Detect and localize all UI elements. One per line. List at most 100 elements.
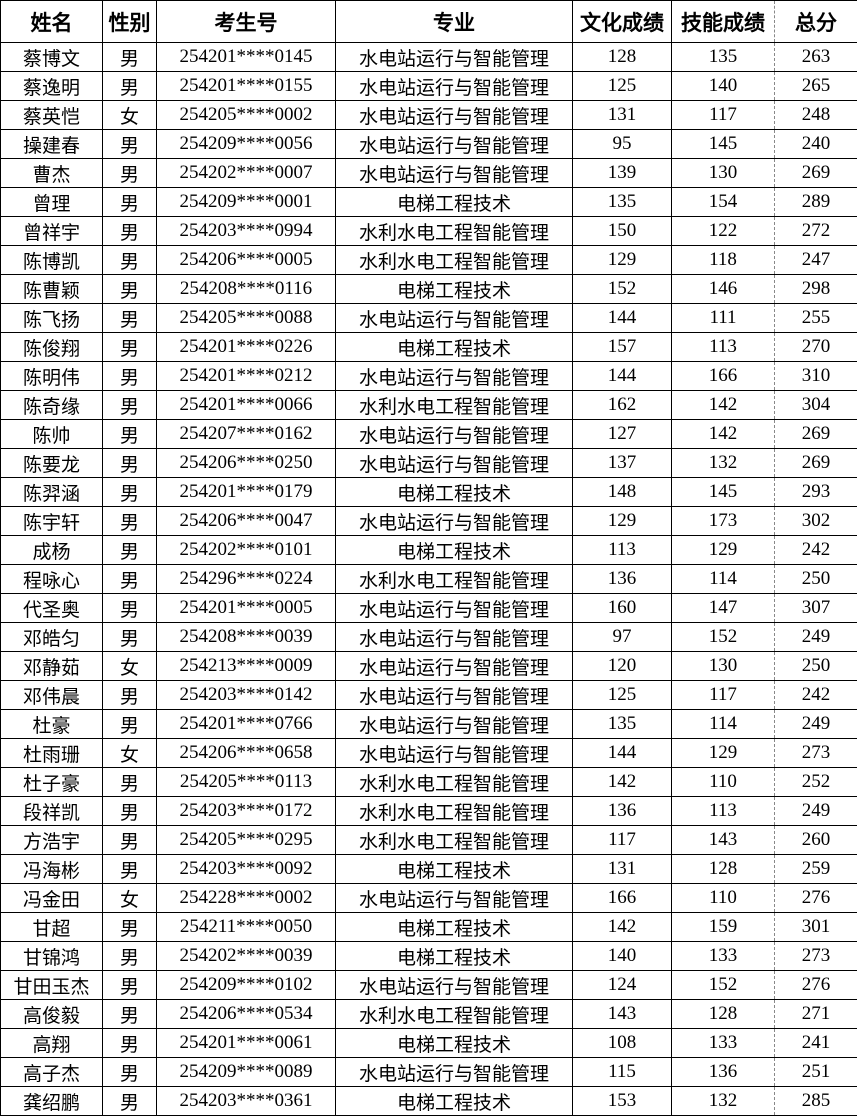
cell-major: 水电站运行与智能管理 (336, 739, 573, 768)
cell-total: 285 (775, 1087, 857, 1116)
cell-major: 电梯工程技术 (336, 275, 573, 304)
cell-major: 电梯工程技术 (336, 333, 573, 362)
cell-exam-id: 254206****0047 (157, 507, 336, 536)
cell-exam-id: 254206****0005 (157, 246, 336, 275)
cell-total: 270 (775, 333, 857, 362)
cell-gender: 男 (103, 478, 157, 507)
cell-skill-score: 110 (672, 884, 775, 913)
cell-name: 陈明伟 (1, 362, 103, 391)
header-gender: 性别 (103, 1, 157, 43)
cell-major: 水电站运行与智能管理 (336, 43, 573, 72)
cell-culture-score: 127 (573, 420, 672, 449)
cell-total: 263 (775, 43, 857, 72)
cell-name: 蔡英恺 (1, 101, 103, 130)
cell-culture-score: 150 (573, 217, 672, 246)
cell-name: 陈奇缘 (1, 391, 103, 420)
cell-gender: 男 (103, 1058, 157, 1087)
cell-culture-score: 160 (573, 594, 672, 623)
cell-culture-score: 124 (573, 971, 672, 1000)
cell-culture-score: 143 (573, 1000, 672, 1029)
cell-gender: 男 (103, 855, 157, 884)
cell-major: 水电站运行与智能管理 (336, 594, 573, 623)
cell-total: 250 (775, 565, 857, 594)
cell-major: 水电站运行与智能管理 (336, 884, 573, 913)
cell-total: 302 (775, 507, 857, 536)
cell-exam-id: 254201****0179 (157, 478, 336, 507)
cell-exam-id: 254205****0002 (157, 101, 336, 130)
cell-culture-score: 113 (573, 536, 672, 565)
cell-exam-id: 254209****0056 (157, 130, 336, 159)
cell-major: 电梯工程技术 (336, 478, 573, 507)
cell-major: 电梯工程技术 (336, 855, 573, 884)
cell-culture-score: 142 (573, 913, 672, 942)
cell-skill-score: 146 (672, 275, 775, 304)
cell-name: 冯金田 (1, 884, 103, 913)
cell-total: 273 (775, 739, 857, 768)
cell-total: 242 (775, 681, 857, 710)
cell-skill-score: 130 (672, 652, 775, 681)
cell-culture-score: 139 (573, 159, 672, 188)
cell-gender: 女 (103, 101, 157, 130)
cell-skill-score: 113 (672, 797, 775, 826)
cell-total: 260 (775, 826, 857, 855)
cell-culture-score: 162 (573, 391, 672, 420)
cell-skill-score: 129 (672, 536, 775, 565)
cell-name: 方浩宇 (1, 826, 103, 855)
cell-skill-score: 111 (672, 304, 775, 333)
cell-skill-score: 152 (672, 971, 775, 1000)
cell-gender: 男 (103, 304, 157, 333)
cell-name: 蔡博文 (1, 43, 103, 72)
cell-name: 段祥凯 (1, 797, 103, 826)
cell-major: 水电站运行与智能管理 (336, 130, 573, 159)
cell-culture-score: 144 (573, 304, 672, 333)
cell-total: 252 (775, 768, 857, 797)
cell-exam-id: 254202****0039 (157, 942, 336, 971)
header-name: 姓名 (1, 1, 103, 43)
cell-total: 250 (775, 652, 857, 681)
cell-gender: 男 (103, 565, 157, 594)
cell-name: 甘锦鸿 (1, 942, 103, 971)
cell-culture-score: 135 (573, 188, 672, 217)
header-row: 姓名 性别 考生号 专业 文化成绩 技能成绩 总分 (1, 1, 857, 43)
cell-major: 水电站运行与智能管理 (336, 710, 573, 739)
cell-major: 水电站运行与智能管理 (336, 971, 573, 1000)
cell-culture-score: 129 (573, 246, 672, 275)
cell-culture-score: 135 (573, 710, 672, 739)
cell-total: 249 (775, 710, 857, 739)
cell-major: 水电站运行与智能管理 (336, 652, 573, 681)
cell-gender: 男 (103, 333, 157, 362)
cell-name: 高翔 (1, 1029, 103, 1058)
cell-name: 蔡逸明 (1, 72, 103, 101)
cell-gender: 男 (103, 710, 157, 739)
cell-total: 304 (775, 391, 857, 420)
cell-skill-score: 154 (672, 188, 775, 217)
cell-name: 陈宇轩 (1, 507, 103, 536)
cell-gender: 女 (103, 652, 157, 681)
cell-major: 水电站运行与智能管理 (336, 681, 573, 710)
cell-gender: 男 (103, 217, 157, 246)
cell-skill-score: 132 (672, 1087, 775, 1116)
cell-gender: 男 (103, 826, 157, 855)
cell-gender: 男 (103, 159, 157, 188)
cell-culture-score: 144 (573, 362, 672, 391)
cell-name: 代圣奥 (1, 594, 103, 623)
cell-culture-score: 148 (573, 478, 672, 507)
cell-name: 杜豪 (1, 710, 103, 739)
